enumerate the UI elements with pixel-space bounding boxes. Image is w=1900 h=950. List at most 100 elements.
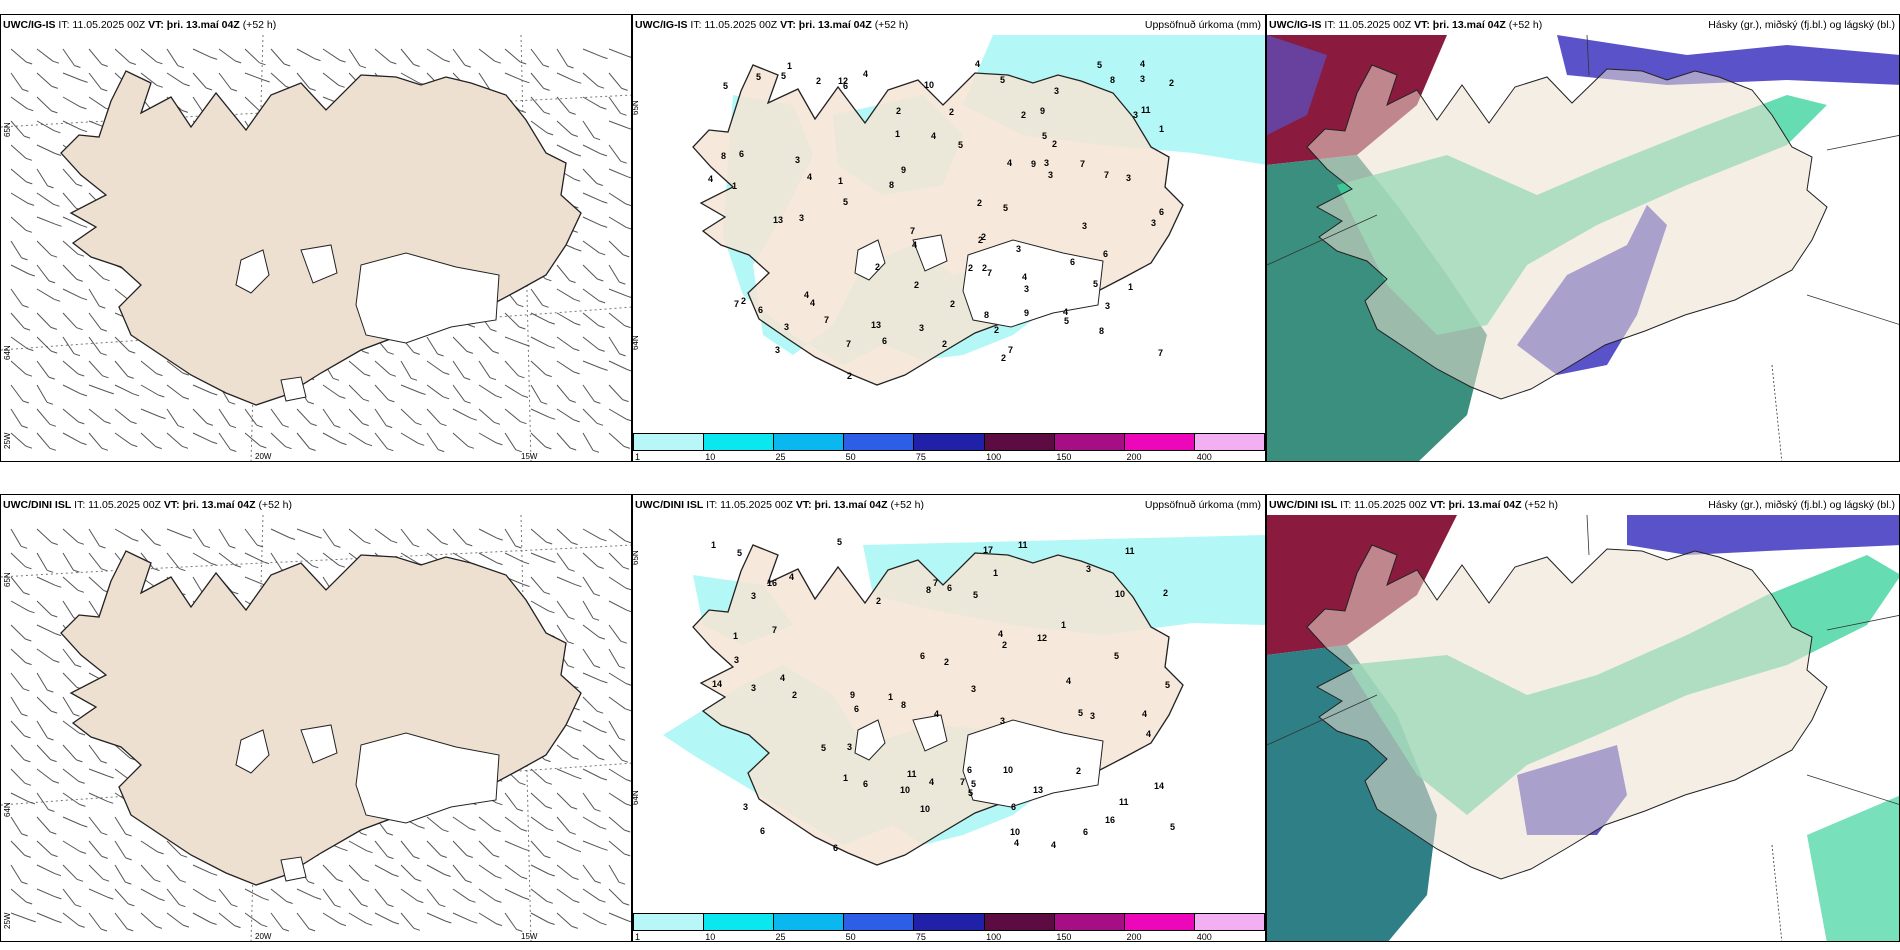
wind-barb: [426, 840, 442, 856]
wind-barb: [400, 528, 414, 546]
wind-barb: [62, 216, 82, 226]
wind-barb-flag: [362, 398, 370, 402]
precip-value: 1: [787, 61, 792, 71]
wind-barb-flag: [625, 587, 631, 591]
wind-barb: [530, 840, 545, 857]
wind-barb-flag: [282, 928, 290, 932]
precip-value: 8: [721, 151, 726, 161]
wind-barb: [62, 744, 77, 761]
precip-panel-top[interactable]: UWC/IG-IS IT: 11.05.2025 00Z VT: þri. 13…: [632, 14, 1266, 462]
wind-barb-flag: [49, 447, 57, 451]
wind-barb-flag: [234, 564, 242, 568]
wind-barb-flag: [80, 442, 87, 446]
wind-barb-flag: [625, 803, 631, 807]
wind-barb-flag: [180, 854, 188, 858]
wind-barb-flag: [523, 80, 530, 84]
wind-barb-flag: [544, 855, 551, 859]
precip-value: 1: [1128, 282, 1133, 292]
wind-barb: [244, 48, 260, 64]
wind-barb-flag: [26, 61, 33, 65]
wind-barb: [608, 240, 624, 256]
wind-barb-flag: [575, 584, 582, 588]
wind-barb-flag: [598, 348, 605, 352]
panel-title: UWC/DINI ISL IT: 11.05.2025 00Z VT: þri.…: [635, 499, 924, 511]
colorbar-tick-label: 75: [915, 932, 926, 942]
wind-barb-flag: [366, 850, 373, 854]
wind-barb: [582, 48, 602, 58]
wind-panel-top[interactable]: UWC/IG-IS IT: 11.05.2025 00Z VT: þri. 13…: [0, 14, 632, 462]
wind-barb: [582, 552, 599, 567]
wind-barb: [10, 192, 29, 204]
wind-barb-flag: [51, 85, 58, 89]
colorbar-ticks: 1 10 25 50 75 100 150 200 400: [633, 452, 1265, 461]
wind-barb-flag: [548, 922, 555, 925]
wind-barb: [36, 816, 51, 833]
wind-barb-flag: [182, 372, 190, 376]
wind-barb: [504, 552, 524, 563]
wind-barb-flag: [516, 928, 523, 932]
wind-barb-flag: [365, 443, 373, 447]
precip-value: 16: [1105, 815, 1115, 825]
wind-barb: [556, 432, 571, 449]
precip-value: 5: [1165, 680, 1170, 690]
wind-barb: [400, 864, 416, 880]
wind-barb: [62, 360, 79, 375]
wind-barb: [36, 768, 54, 782]
wind-barb: [36, 72, 53, 87]
cloud-panel-bottom[interactable]: UWC/DINI ISL IT: 11.05.2025 00Z VT: þri.…: [1266, 494, 1900, 942]
wind-barb: [608, 192, 627, 205]
wind-barb: [88, 792, 108, 802]
wind-barb-flag: [515, 545, 522, 549]
panel-variable-title: Hásky (gr.), miðský (fj.bl.) og lágský (…: [1708, 499, 1895, 511]
glacier: [355, 252, 500, 344]
precip-value: 3: [1133, 110, 1138, 120]
precip-value: 3: [799, 213, 804, 223]
precip-value: 9: [1040, 106, 1045, 116]
wind-barb: [530, 528, 547, 543]
wind-barb: [582, 576, 595, 595]
precip-colorbar: [633, 913, 1265, 931]
wind-barb-flag: [183, 83, 190, 87]
colorbar-swatch: [1054, 914, 1125, 930]
lon-label: 15W: [521, 452, 538, 461]
wind-barb-flag: [445, 920, 452, 924]
wind-barb: [218, 912, 235, 926]
wind-barb-flag: [440, 423, 447, 427]
wind-barb: [348, 528, 365, 543]
wind-barb: [192, 72, 207, 89]
wind-barb-flag: [593, 137, 601, 141]
precip-panel-bottom[interactable]: UWC/DINI ISL IT: 11.05.2025 00Z VT: þri.…: [632, 494, 1266, 942]
precip-value: 4: [807, 172, 812, 182]
wind-barb: [452, 360, 465, 378]
wind-barb: [608, 144, 622, 162]
wind-barb: [10, 768, 26, 784]
wind-barb: [348, 912, 367, 924]
wind-barb-flag: [229, 545, 236, 549]
wind-panel-bottom[interactable]: UWC/DINI ISL IT: 11.05.2025 00Z VT: þri.…: [0, 494, 632, 942]
wind-barb: [478, 528, 498, 539]
wind-barb: [452, 912, 472, 922]
wind-barb-flag: [209, 899, 217, 903]
wind-barb-flag: [103, 278, 110, 282]
wind-barb-flag: [51, 350, 58, 354]
wind-barb-flag: [361, 904, 368, 907]
wind-barb: [10, 144, 27, 159]
wind-barb-flag: [21, 257, 28, 261]
precip-value: 2: [944, 657, 949, 667]
wind-barb: [530, 432, 546, 448]
wind-barb-flag: [567, 641, 574, 645]
wind-barb: [88, 816, 102, 834]
wind-barb: [140, 384, 159, 396]
wind-barb-flag: [387, 904, 394, 908]
wind-barb-flag: [466, 350, 474, 354]
lat-label: 64N: [3, 345, 12, 360]
precip-value: 1: [838, 176, 843, 186]
wind-barb: [452, 888, 470, 901]
precip-value: 2: [1169, 78, 1174, 88]
precip-value: 3: [784, 322, 789, 332]
wind-barb: [192, 864, 212, 874]
cloud-panel-top[interactable]: UWC/IG-IS IT: 11.05.2025 00Z VT: þri. 13…: [1266, 14, 1900, 462]
precip-value: 6: [863, 779, 868, 789]
wind-barb-flag: [27, 108, 34, 112]
wind-barb: [400, 552, 419, 564]
